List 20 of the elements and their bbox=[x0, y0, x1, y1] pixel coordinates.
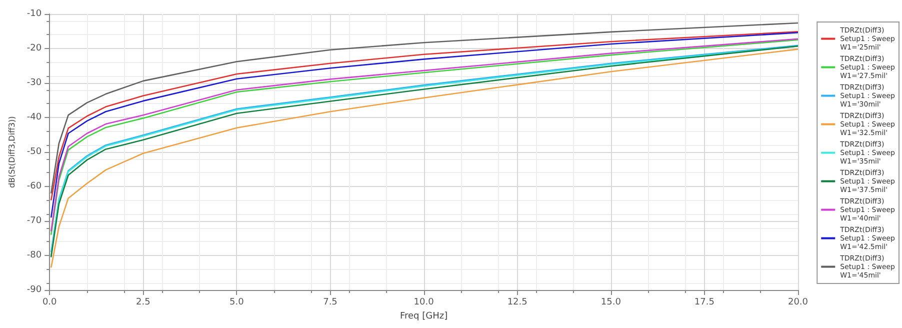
x-tick-label: 17.5 bbox=[694, 298, 714, 308]
x-axis-title: Freq [GHz] bbox=[400, 312, 448, 322]
y-tick-label: -10 bbox=[26, 9, 42, 19]
y-tick-label: -40 bbox=[26, 112, 42, 122]
x-tick-label: 0.0 bbox=[42, 298, 58, 308]
y-axis-title: dB(St(Diff3,Diff3)) bbox=[8, 116, 16, 188]
x-tick-label: 12.5 bbox=[507, 298, 528, 308]
y-tick-label: -70 bbox=[26, 216, 42, 226]
x-tick-label: 10.0 bbox=[414, 298, 434, 308]
y-tick-label: -50 bbox=[26, 147, 42, 157]
x-tick-label: 7.5 bbox=[323, 298, 338, 308]
x-tick-label: 20.0 bbox=[788, 298, 808, 308]
y-tick-label: -60 bbox=[26, 182, 42, 192]
y-tick-label: -30 bbox=[26, 78, 42, 88]
y-tick-label: -80 bbox=[26, 250, 42, 260]
y-tick-label: -20 bbox=[26, 44, 42, 54]
x-tick-label: 2.5 bbox=[136, 298, 150, 308]
x-tick-label: 15.0 bbox=[600, 298, 622, 308]
y-tick-label: -90 bbox=[26, 285, 42, 295]
x-tick-label: 5.0 bbox=[230, 298, 244, 308]
